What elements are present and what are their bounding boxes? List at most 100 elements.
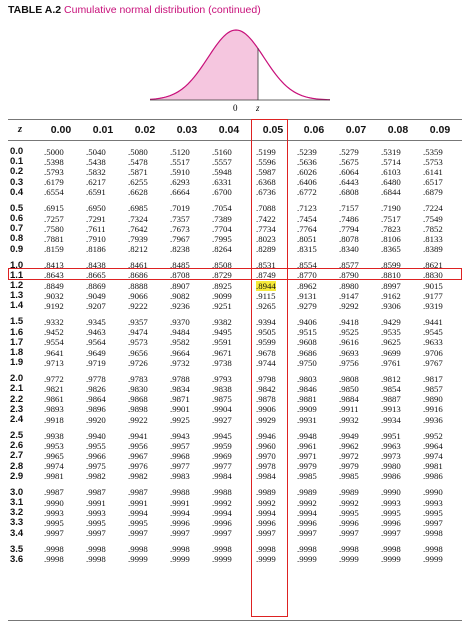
cell-value: .9997 — [339, 528, 359, 539]
cell-value: .9978 — [256, 461, 276, 472]
table-cell: .9995 — [44, 518, 86, 528]
table-cell: .9582 — [170, 337, 212, 347]
cell-value: .9992 — [256, 497, 276, 508]
table-cell: .7190 — [381, 203, 423, 213]
table-cell: .6179 — [44, 177, 86, 187]
z-value: 1.6 — [10, 326, 24, 338]
cell-value: .9970 — [256, 450, 276, 461]
table-cell: .9998 — [44, 544, 86, 554]
z-value: 3.0 — [10, 486, 24, 498]
cell-value: .7764 — [297, 223, 317, 234]
table-cell: .9984 — [256, 471, 298, 481]
table-cell: .9441 — [423, 317, 465, 327]
cell-value: .9842 — [256, 383, 276, 394]
cell-value: .9608 — [297, 337, 317, 348]
table-cell: .9842 — [256, 384, 298, 394]
table-cell: .9641 — [44, 348, 86, 358]
cell-value: .7939 — [128, 233, 148, 244]
table-cell: .9279 — [297, 301, 339, 311]
cell-value: .9817 — [423, 373, 443, 384]
table-cell: .6950 — [86, 203, 128, 213]
table-cell: .9251 — [212, 301, 254, 311]
column-header: 0.02 — [134, 124, 156, 136]
table-cell: .9975 — [86, 461, 128, 471]
table-cell: .9934 — [381, 415, 423, 425]
cell-value: .8962 — [297, 280, 317, 291]
cell-value: .9994 — [212, 507, 232, 518]
table-cell: .9995 — [381, 508, 423, 518]
table-cell: .9906 — [256, 404, 298, 414]
cell-value: .6141 — [423, 166, 443, 177]
table-cell: .9890 — [423, 394, 465, 404]
header-rule-top — [8, 119, 462, 120]
table-cell: .9993 — [86, 508, 128, 518]
cell-value: .6554 — [44, 187, 64, 198]
cell-value: .9999 — [212, 554, 232, 565]
z-value: 1.2 — [10, 280, 24, 291]
cell-value: .9979 — [297, 461, 317, 472]
cell-value: .9988 — [170, 487, 190, 498]
header-rule-bottom — [8, 140, 462, 141]
cell-value: .9968 — [170, 450, 190, 461]
table-cell: .5636 — [297, 157, 339, 167]
z-value: 1.5 — [10, 316, 24, 328]
cell-value: .9834 — [170, 383, 190, 394]
table-cell: .5279 — [339, 147, 381, 157]
cell-value: .9922 — [128, 414, 148, 425]
cell-value: .9999 — [128, 554, 148, 565]
z-value: 3.1 — [10, 497, 24, 508]
table-cell: .7054 — [212, 203, 254, 213]
cell-value: .9821 — [44, 383, 64, 394]
cell-value: .5319 — [381, 146, 401, 157]
cell-value: .9967 — [128, 450, 148, 461]
table-cell: .9032 — [44, 291, 86, 301]
cell-value: .9999 — [339, 554, 359, 565]
cell-value: .9998 — [423, 528, 443, 539]
cell-value: .6331 — [212, 177, 232, 188]
table-cell: .9332 — [44, 317, 86, 327]
cell-value: .9998 — [44, 554, 64, 565]
cell-value: .5279 — [339, 146, 359, 157]
cell-value: .9953 — [44, 440, 64, 451]
table-cell: .5987 — [256, 167, 298, 177]
cell-value: .8289 — [256, 244, 276, 255]
cell-value: .9998 — [297, 544, 317, 555]
cell-value: .9826 — [86, 383, 106, 394]
table-cell: .9998 — [86, 544, 128, 554]
table-cell: .9959 — [212, 441, 254, 451]
cell-value: .9999 — [381, 554, 401, 565]
cell-value: .9997 — [256, 528, 276, 539]
cell-value: .9999 — [297, 554, 317, 565]
table-cell: .9985 — [339, 471, 381, 481]
cell-value: .8729 — [212, 270, 232, 281]
cell-value: .7642 — [128, 223, 148, 234]
table-cell: .8980 — [339, 281, 381, 291]
cell-value: .7357 — [170, 213, 190, 224]
cell-value: .9906 — [256, 404, 276, 415]
cell-value: .6628 — [128, 187, 148, 198]
table-cell: .8389 — [423, 244, 465, 254]
table-cell: .5199 — [256, 147, 298, 157]
table-cell: .8365 — [381, 244, 423, 254]
table-cell: .7088 — [256, 203, 298, 213]
table-cell: .9957 — [170, 441, 212, 451]
table-cell: .9984 — [212, 471, 254, 481]
cell-value: .6844 — [381, 187, 401, 198]
cell-value: .9871 — [170, 394, 190, 405]
table-cell: .9495 — [212, 327, 254, 337]
cell-value: .5987 — [256, 166, 276, 177]
table-cell: .9955 — [86, 441, 128, 451]
cell-value: .8078 — [339, 233, 359, 244]
table-cell: .8888 — [128, 281, 170, 291]
cell-value: .9952 — [423, 430, 443, 441]
cell-value: .9918 — [44, 414, 64, 425]
cell-value: .9706 — [423, 347, 443, 358]
table-cell: .9970 — [256, 451, 298, 461]
table-cell: .8686 — [128, 270, 170, 280]
table-cell: .9988 — [170, 487, 212, 497]
cell-value: .8413 — [44, 260, 64, 271]
table-cell: .9946 — [256, 431, 298, 441]
cell-value: .9778 — [86, 373, 106, 384]
table-cell: .9192 — [44, 301, 86, 311]
table-cell: .9997 — [86, 528, 128, 538]
